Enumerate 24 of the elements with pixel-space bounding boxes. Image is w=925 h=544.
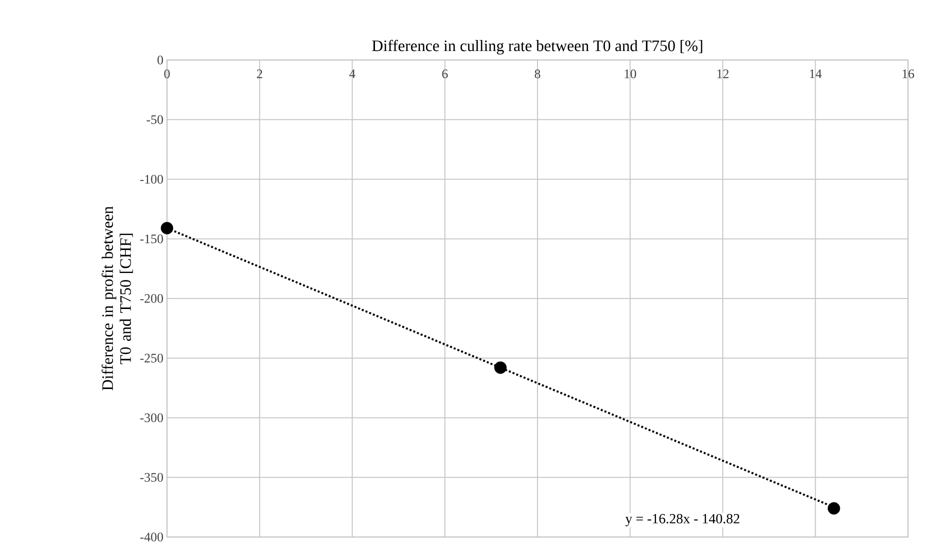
y-tick-label: -100: [140, 174, 163, 184]
point: [494, 361, 507, 374]
x-tick-label: 12: [717, 69, 729, 78]
x-tick-label: 16: [902, 69, 914, 78]
y-tick-label: -250: [140, 354, 163, 362]
x-tick-label: 0: [164, 70, 170, 78]
x-tick-label: 6: [442, 69, 448, 78]
y-tick-label: -400: [140, 532, 163, 542]
y-tick-label: -200: [140, 294, 163, 303]
x-tick-label: 10: [624, 70, 636, 78]
y-tick-label: -150: [140, 234, 163, 244]
y-axis-title: Difference in profit between T0 and T750 [CHF]: [102, 206, 133, 390]
x-tick-label: 4: [349, 69, 356, 78]
x-tick-label: 2: [256, 69, 262, 78]
point: [828, 502, 840, 515]
x-tick-label: 8: [534, 70, 540, 78]
annotation: y = -16.28x - 140.82: [625, 514, 740, 526]
y-tick-label: -350: [140, 473, 163, 482]
y-tick-label: -300: [140, 413, 163, 422]
y-tick-label: 0: [158, 56, 163, 64]
point: [160, 222, 174, 234]
x-axis-title: Difference in culling rate between T0 and T750 [%]: [372, 40, 702, 54]
y-tick-label: -50: [146, 115, 163, 124]
x-tick-label: 14: [810, 70, 822, 78]
